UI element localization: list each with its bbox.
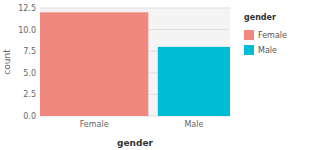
y-tick-label: 10.0	[18, 26, 36, 35]
chart: 0.0 2.5 5.0 7.5 10.0 12.5 Female Male gender coun…	[0, 0, 336, 150]
x-tick-label: Female	[80, 120, 109, 129]
x-axis-label: gender	[117, 138, 154, 148]
legend-swatch	[244, 45, 254, 55]
legend-title: gender	[244, 13, 276, 22]
x-tick-label: Male	[184, 120, 203, 129]
legend: gender Female Male	[244, 13, 287, 55]
bars	[40, 12, 230, 116]
y-tick-label: 2.5	[23, 90, 36, 99]
y-axis-label: count	[2, 49, 12, 75]
grid-line	[40, 8, 230, 9]
legend-label: Male	[258, 46, 277, 55]
y-tick-label: 0.0	[23, 112, 36, 121]
y-grid	[40, 8, 230, 116]
bar	[40, 12, 148, 116]
y-tick-label: 7.5	[23, 47, 36, 56]
legend-swatch	[244, 30, 254, 40]
bar	[158, 47, 230, 116]
legend-label: Female	[258, 31, 287, 40]
plot-background	[40, 8, 230, 116]
y-tick-label: 12.5	[18, 4, 36, 13]
y-tick-label: 5.0	[23, 69, 36, 78]
chart-container: 0.0 2.5 5.0 7.5 10.0 12.5 Female Male gender coun…	[0, 0, 336, 150]
page: {"chart_data": {"type": "bar", "xlabel":…	[0, 0, 336, 150]
